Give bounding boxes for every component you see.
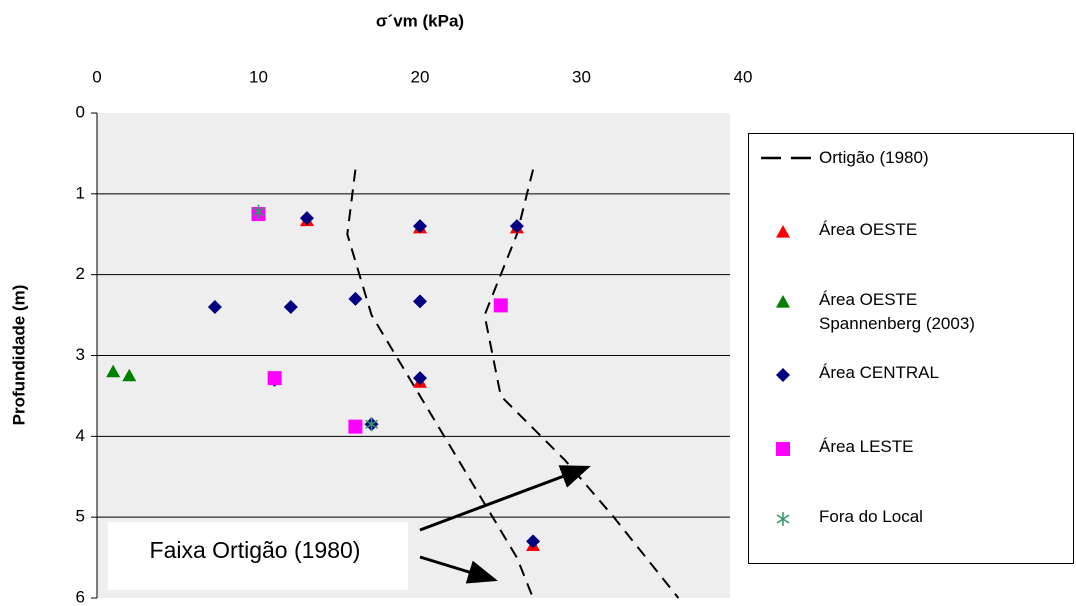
y-tick-label: 6 (76, 587, 85, 606)
point (299, 211, 314, 226)
point (493, 298, 508, 313)
point (252, 204, 265, 219)
legend-icon (776, 225, 790, 238)
x-tick-label: 40 (734, 67, 753, 86)
point (413, 219, 427, 234)
series-line (346, 169, 534, 599)
point (365, 417, 378, 432)
legend-label: Área OESTE Spannenberg (2003) (819, 290, 975, 333)
point (207, 300, 222, 314)
x-tick-label: 20 (411, 67, 430, 86)
legend-item: Fora do Local (749, 505, 923, 529)
point (348, 419, 363, 434)
annotation-arrow (419, 555, 498, 584)
legend-item: Área OESTE (749, 218, 917, 242)
series-line (483, 169, 680, 599)
point (122, 368, 137, 382)
legend-item: Área OESTE Spannenberg (2003) (749, 288, 975, 336)
legend-label: Fora do Local (819, 507, 923, 526)
point (267, 371, 282, 386)
point (526, 534, 541, 549)
legend-label: Área OESTE (819, 220, 918, 239)
y-tick-label: 1 (76, 183, 85, 202)
annotation-box (108, 522, 408, 590)
point (413, 294, 427, 309)
x-tick-label: 10 (249, 67, 268, 86)
y-tick-label: 0 (76, 102, 85, 121)
legend-icon (761, 156, 815, 160)
point (413, 371, 427, 386)
x-axis-title: σ´vm (kPa) (376, 11, 464, 30)
legend-icon (776, 295, 790, 308)
y-tick-label: 4 (76, 426, 85, 445)
legend-label: Ortigão (1980) (819, 148, 929, 167)
y-tick-label: 5 (76, 507, 85, 526)
legend-icon (776, 442, 790, 456)
x-tick-label: 0 (92, 67, 101, 86)
point (776, 295, 790, 308)
y-axis-title: Profundidade (m) (9, 285, 28, 426)
legend: Ortigão (1980) Área OESTE Área OESTE Spann… (748, 133, 1074, 564)
point (283, 300, 298, 314)
point (509, 219, 524, 234)
point (776, 512, 790, 526)
legend-item: Área CENTRAL (749, 361, 939, 385)
legend-icon (776, 512, 790, 526)
point (106, 364, 121, 378)
point (776, 368, 790, 382)
legend-item: Área LESTE (749, 435, 914, 459)
legend-icon (776, 368, 790, 382)
legend-item: Ortigão (1980) (749, 146, 929, 170)
annotation-arrow (419, 465, 591, 532)
y-tick-label: 3 (76, 345, 85, 364)
point (348, 291, 363, 306)
y-tick-label: 2 (76, 264, 85, 283)
x-tick-label: 30 (572, 67, 591, 86)
legend-label: Área CENTRAL (819, 363, 939, 382)
legend-label: Área LESTE (819, 437, 914, 456)
annotation: Faixa Ortigão (1980) (150, 537, 361, 563)
point (776, 225, 790, 238)
point (776, 442, 790, 456)
